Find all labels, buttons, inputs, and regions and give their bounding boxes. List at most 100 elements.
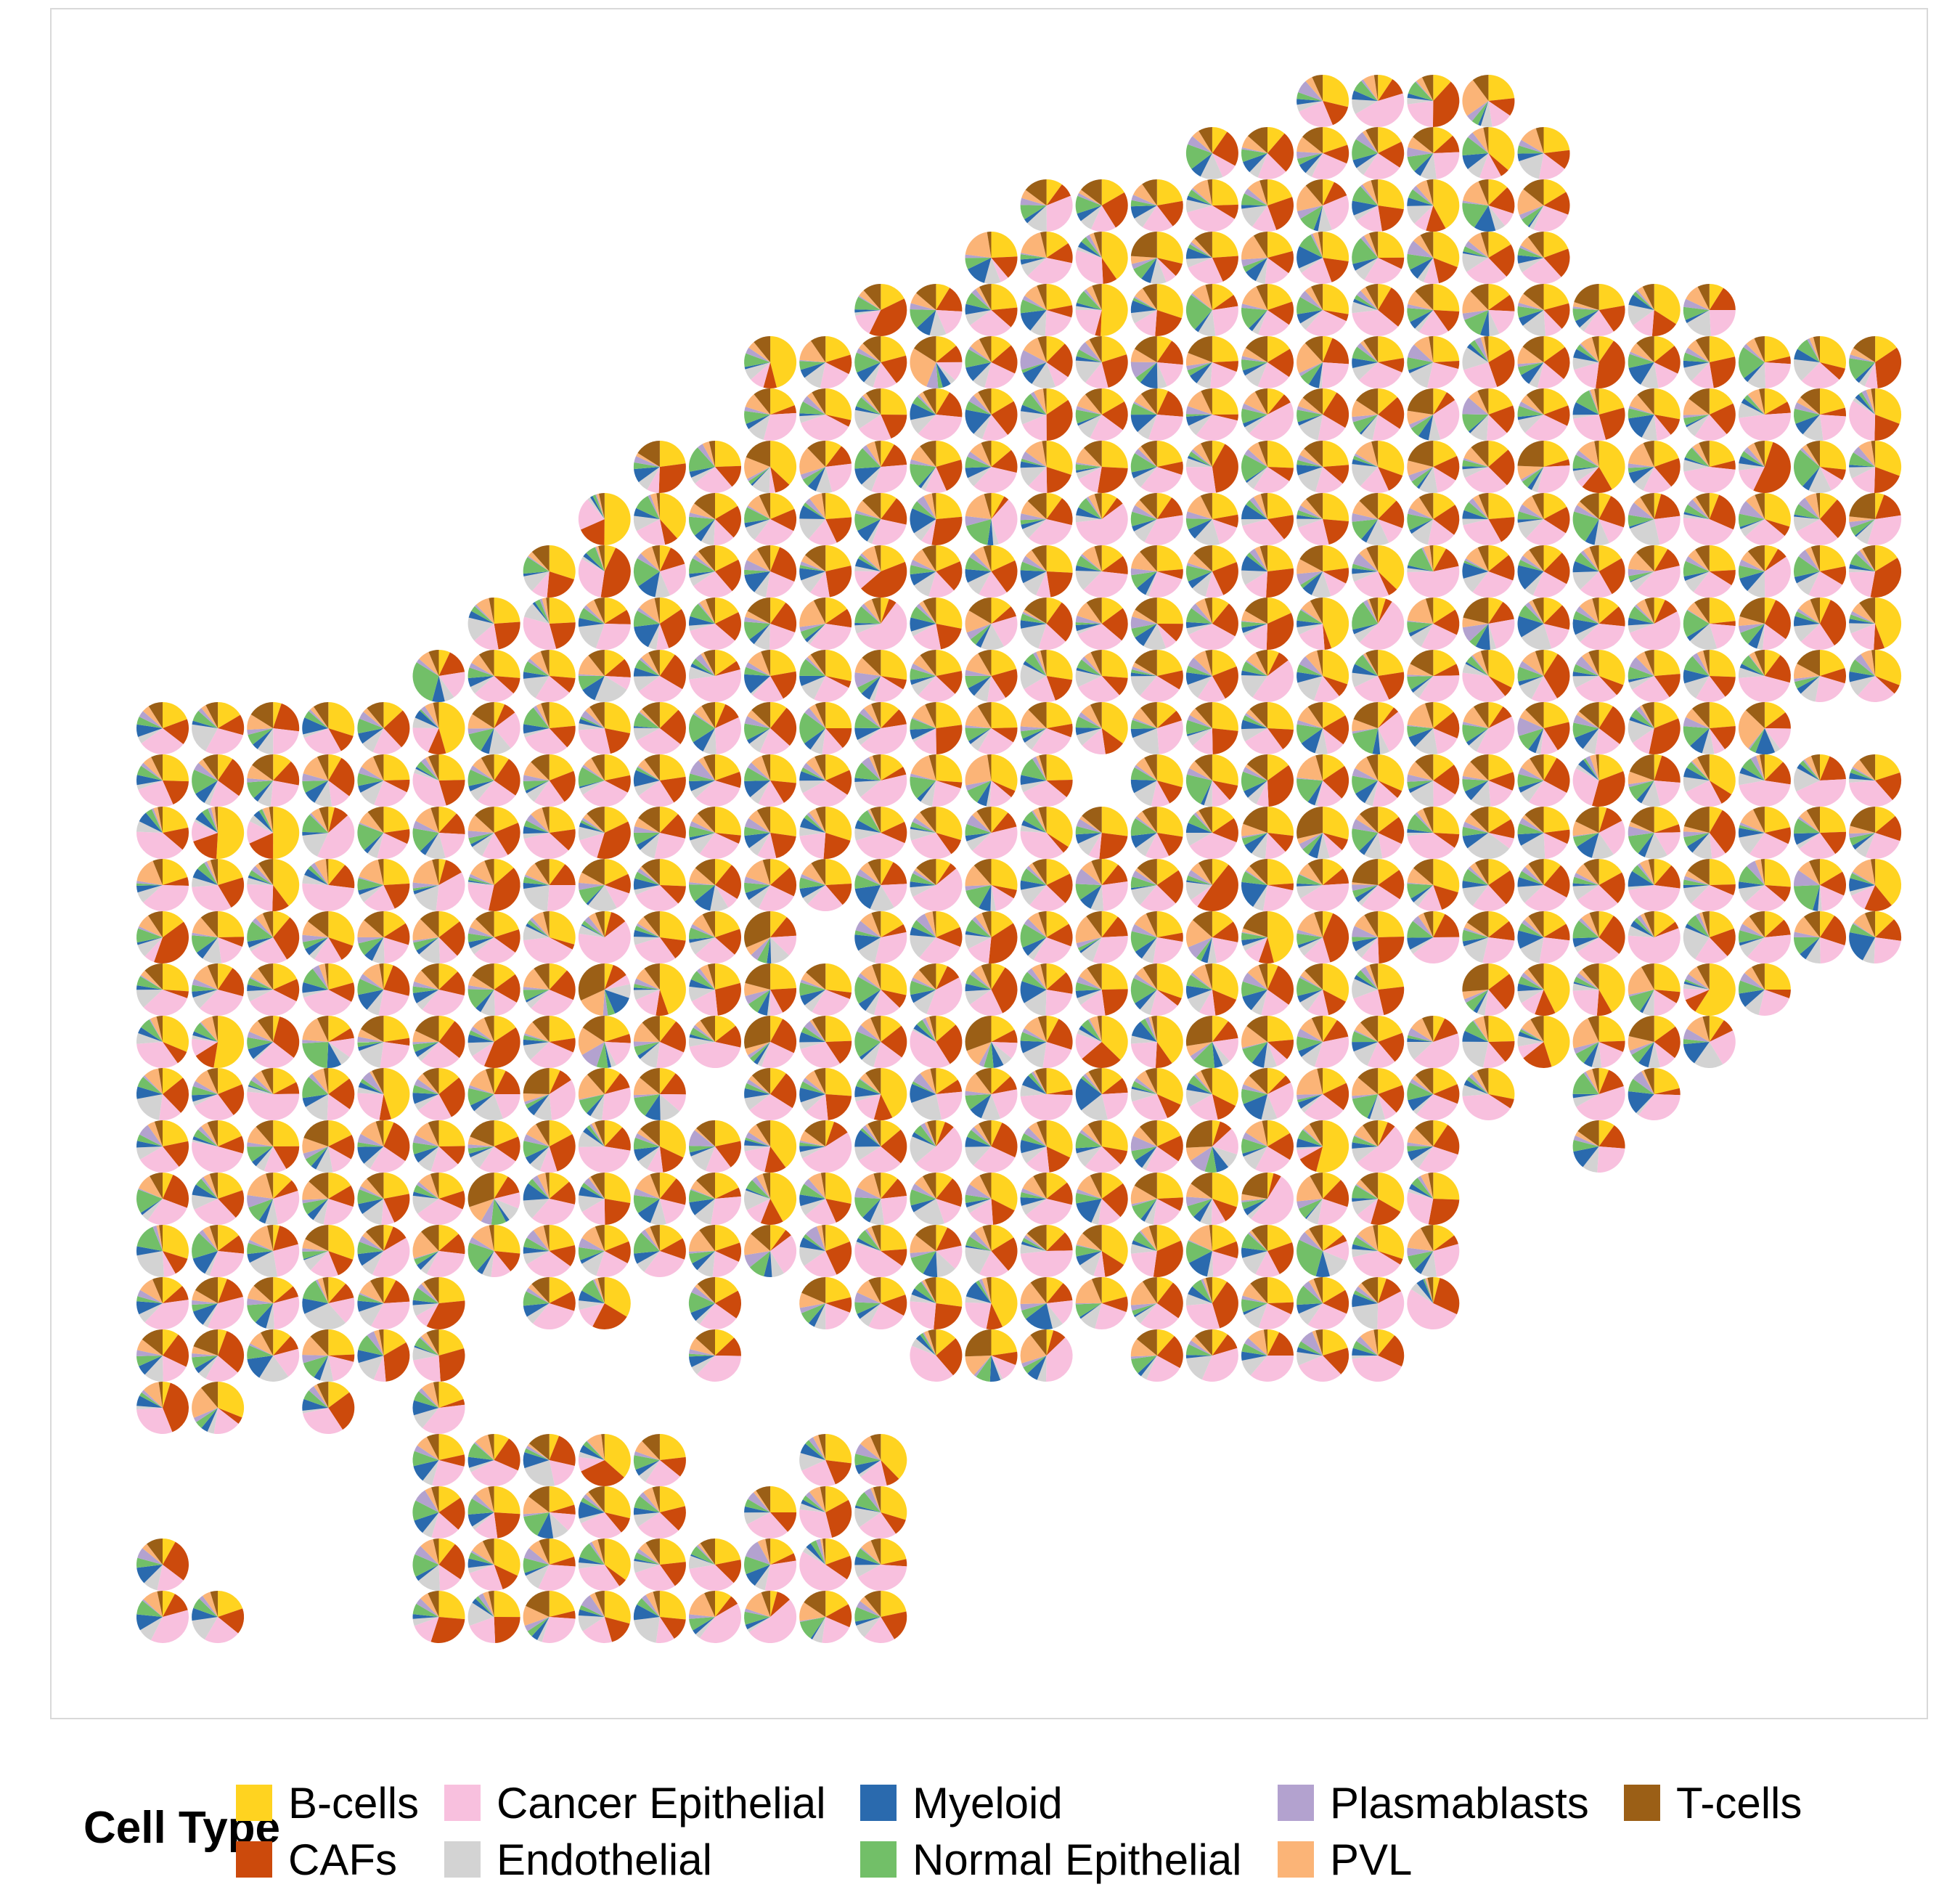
pie-slice	[581, 818, 605, 833]
pie-slice	[1598, 598, 1619, 624]
pie-slice	[855, 558, 881, 571]
pie-slice	[1020, 775, 1047, 786]
spot-pie	[523, 598, 576, 651]
pie-slice	[769, 467, 776, 493]
pie-slice	[1305, 179, 1323, 205]
pie-slice	[744, 826, 771, 836]
pie-slice	[1744, 362, 1765, 383]
pie-slice	[912, 728, 936, 743]
pie-slice	[1488, 555, 1515, 581]
spot-pie	[1020, 598, 1073, 650]
pie-slice	[1628, 781, 1654, 788]
pie-slice	[1738, 565, 1765, 579]
pie-slice	[801, 676, 826, 700]
pie-slice	[809, 624, 852, 650]
pie-slice	[936, 362, 943, 388]
pie-slice	[1411, 519, 1434, 545]
pie-slice	[1794, 402, 1820, 415]
pie-slice	[936, 754, 963, 783]
spot-pie	[1185, 1120, 1238, 1173]
pie-slice	[1462, 778, 1489, 792]
pie-slice	[1352, 258, 1379, 271]
pie-slice	[1186, 195, 1212, 205]
pie-slice	[1323, 284, 1349, 314]
pie-slice	[361, 757, 384, 781]
pie-slice	[1367, 599, 1379, 624]
pie-slice	[1630, 571, 1654, 591]
spot-pie	[1130, 179, 1183, 232]
pie-slice	[1686, 624, 1710, 641]
spot-pie	[1572, 807, 1625, 860]
pie-slice	[1090, 650, 1102, 676]
spot-pie	[1075, 859, 1128, 912]
spot-pie	[633, 911, 686, 964]
spot-pie	[1352, 858, 1405, 911]
pie-slice	[1531, 467, 1544, 492]
pie-slice	[638, 676, 682, 703]
pie-slice	[1805, 493, 1820, 519]
pie-slice	[854, 352, 881, 373]
spot-pie	[854, 911, 907, 963]
pie-slice	[858, 296, 881, 310]
pie-slice	[1143, 624, 1167, 651]
spot-pie	[1517, 232, 1570, 285]
spot-pie	[357, 1120, 410, 1173]
pie-slice	[694, 519, 715, 542]
pie-slice	[367, 833, 384, 858]
spot-pie	[1020, 1067, 1073, 1120]
pie-slice	[1866, 388, 1876, 415]
pie-slice	[659, 598, 682, 624]
pie-slice	[1748, 654, 1765, 676]
pie-slice	[136, 717, 163, 728]
pie-slice	[1077, 415, 1102, 426]
pie-slice	[1305, 650, 1323, 676]
pie-slice	[1794, 408, 1820, 424]
pie-slice	[1086, 598, 1102, 624]
pie-slice	[1685, 571, 1710, 592]
pie-slice	[825, 415, 852, 427]
pie-slice	[1089, 336, 1102, 362]
pie-slice	[578, 723, 605, 730]
pie-slice	[1133, 184, 1157, 205]
spot-pie	[1297, 493, 1349, 546]
pie-slice	[432, 676, 445, 703]
pie-slice	[1297, 510, 1323, 519]
spot-pie	[1241, 388, 1294, 441]
pie-slice	[1420, 232, 1434, 258]
pie-slice	[857, 810, 881, 833]
pie-slice	[1310, 233, 1323, 258]
pie-slice	[715, 717, 741, 754]
pie-slice	[1429, 545, 1434, 571]
pie-slice	[973, 391, 992, 415]
pie-slice	[1478, 493, 1489, 519]
pie-slice	[303, 757, 329, 781]
pie-slice	[1629, 611, 1681, 651]
pie-slice	[1815, 676, 1845, 703]
pie-slice	[633, 728, 660, 741]
pie-slice	[1297, 343, 1323, 373]
pie-slice	[1686, 781, 1722, 807]
pie-slice	[1352, 775, 1379, 794]
pie-slice	[1204, 781, 1212, 807]
pie-slice	[1028, 702, 1047, 728]
pie-slice	[1101, 232, 1128, 280]
pie-slice	[1187, 495, 1212, 519]
pie-slice	[247, 778, 274, 783]
spot-pie	[302, 1120, 355, 1173]
pie-slice	[1194, 754, 1212, 781]
pie-slice	[163, 719, 189, 744]
spot-pie	[744, 388, 797, 441]
spot-pie	[1297, 388, 1349, 441]
pie-slice	[470, 781, 494, 801]
pie-slice	[1764, 519, 1790, 537]
pie-slice	[1740, 519, 1765, 537]
pie-slice	[1628, 606, 1654, 624]
pie-slice	[1186, 665, 1212, 676]
pie-slice	[1156, 545, 1183, 571]
spot-pie	[744, 1173, 797, 1225]
pie-slice	[481, 754, 494, 781]
spot-pie	[1297, 650, 1349, 702]
pie-slice	[744, 767, 771, 781]
spot-pie	[357, 702, 410, 755]
spot-pie	[688, 545, 741, 598]
